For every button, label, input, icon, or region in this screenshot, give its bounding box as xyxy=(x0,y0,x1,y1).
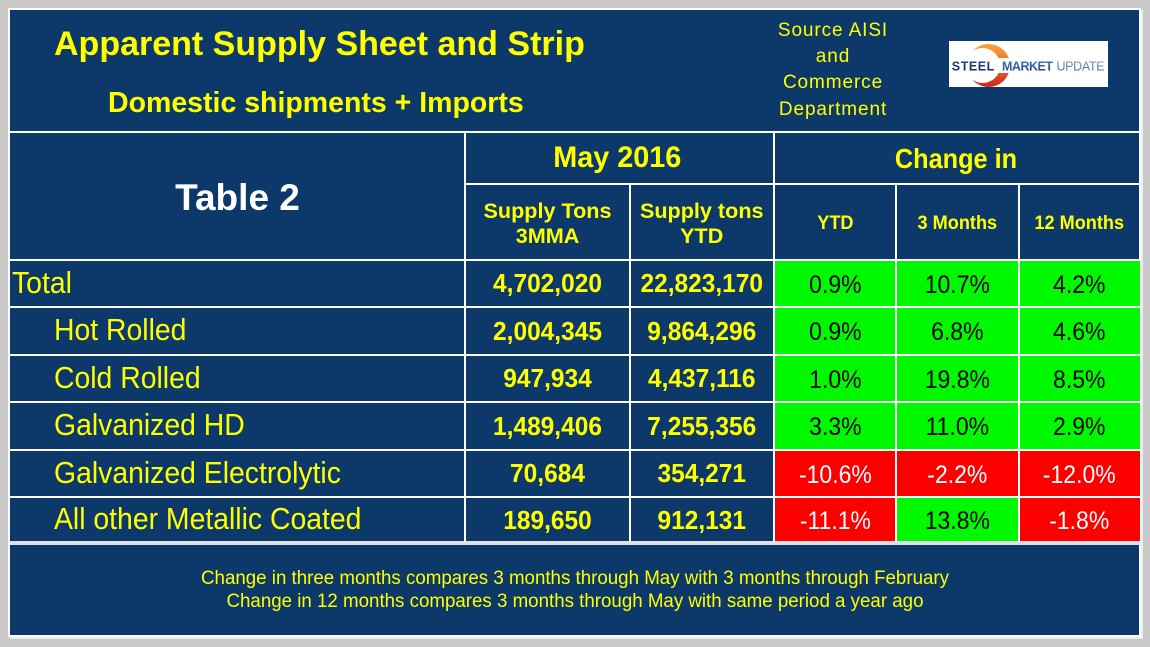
svg-text:STEEL: STEEL xyxy=(952,60,995,74)
svg-text:MARKET: MARKET xyxy=(1002,60,1053,74)
svg-text:UPDATE: UPDATE xyxy=(1057,60,1105,74)
